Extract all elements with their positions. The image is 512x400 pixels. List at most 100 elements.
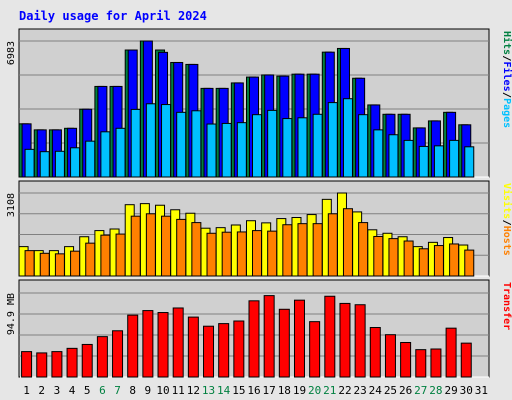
- bar-hosts-day-23: [358, 222, 369, 277]
- x-tick-day-28: 28: [429, 384, 442, 397]
- bar-pages-day-15: [236, 122, 247, 178]
- x-tick-day-18: 18: [278, 384, 291, 397]
- bar-transfer-day-6: [96, 336, 108, 378]
- x-tick-day-12: 12: [187, 384, 200, 397]
- bar-hosts-day-24: [373, 235, 384, 277]
- bar-hosts-day-13: [206, 232, 217, 277]
- x-tick-day-26: 26: [399, 384, 412, 397]
- bar-transfer-day-9: [142, 310, 154, 378]
- bar-pages-day-29: [449, 139, 460, 178]
- bar-transfer-day-18: [278, 308, 290, 378]
- bar-pages-day-12: [191, 110, 202, 178]
- bar-transfer-day-17: [263, 295, 275, 378]
- x-tick-day-25: 25: [384, 384, 397, 397]
- panel-visits-hosts-legend-0: Visits: [501, 183, 512, 219]
- bar-hosts-day-29: [449, 243, 460, 277]
- bar-transfer-day-19: [293, 299, 305, 378]
- panel-visits-hosts-ymax-label: 3108: [6, 193, 17, 217]
- bar-hosts-day-20: [312, 223, 323, 277]
- bar-hosts-day-7: [115, 233, 126, 277]
- bar-hosts-day-26: [403, 240, 414, 277]
- x-tick-day-4: 4: [69, 384, 76, 397]
- bar-hosts-day-3: [54, 253, 65, 277]
- bar-transfer-day-8: [127, 314, 139, 378]
- bar-hosts-day-19: [297, 223, 308, 277]
- bar-hosts-day-9: [145, 213, 156, 277]
- bar-pages-day-11: [176, 111, 187, 178]
- bar-hosts-day-8: [130, 215, 141, 277]
- x-tick-day-2: 2: [38, 384, 45, 397]
- bar-hosts-day-28: [433, 245, 444, 277]
- x-tick-day-21: 21: [323, 384, 336, 397]
- bar-transfer-day-3: [51, 351, 63, 378]
- bar-hosts-day-30: [464, 249, 475, 277]
- bar-pages-day-19: [297, 117, 308, 178]
- bar-pages-day-2: [39, 151, 50, 178]
- bar-transfer-day-21: [324, 295, 336, 378]
- bar-transfer-day-1: [21, 351, 33, 378]
- x-tick-day-17: 17: [263, 384, 276, 397]
- bar-pages-day-22: [342, 98, 353, 178]
- panel-transfer-ymax-label: 94.9 MB: [6, 293, 17, 335]
- panel-visits-hosts-legend-2: Hosts: [501, 226, 512, 256]
- panel-hits-files-pages-legend-3: /: [501, 92, 512, 98]
- bar-pages-day-8: [130, 108, 141, 178]
- x-tick-day-1: 1: [23, 384, 30, 397]
- bar-hosts-day-25: [388, 238, 399, 277]
- x-tick-day-31: 31: [475, 384, 488, 397]
- bar-hosts-day-15: [236, 231, 247, 277]
- bar-pages-day-6: [100, 131, 111, 178]
- bar-hosts-day-12: [191, 222, 202, 277]
- x-tick-day-14: 14: [217, 384, 231, 397]
- bar-hosts-day-11: [176, 218, 187, 277]
- panel-hits-files-pages-legend-2: Files: [501, 62, 512, 92]
- panel-transfer-legend-0: Transfer: [501, 282, 512, 330]
- bar-pages-day-27: [418, 145, 429, 178]
- bar-hosts-day-14: [221, 231, 232, 277]
- x-tick-day-6: 6: [99, 384, 106, 397]
- bar-pages-day-18: [282, 118, 293, 178]
- bar-pages-day-14: [221, 122, 232, 178]
- x-tick-day-10: 10: [156, 384, 169, 397]
- bar-transfer-day-10: [157, 312, 169, 378]
- bar-transfer-day-13: [203, 325, 215, 378]
- panel-visits-hosts-legend-1: /: [501, 220, 512, 226]
- x-tick-day-9: 9: [145, 384, 152, 397]
- bar-transfer-day-29: [445, 327, 457, 378]
- bar-pages-day-23: [358, 114, 369, 178]
- bar-pages-day-1: [24, 148, 35, 178]
- bar-pages-day-9: [145, 103, 156, 178]
- bar-transfer-day-16: [248, 300, 260, 378]
- panel-hits-files-pages-legend-0: Hits: [501, 31, 512, 55]
- bar-pages-day-7: [115, 127, 126, 178]
- bar-hosts-day-1: [24, 250, 35, 277]
- bar-hosts-day-5: [85, 242, 96, 277]
- x-tick-day-3: 3: [54, 384, 61, 397]
- bar-transfer-day-25: [384, 334, 396, 378]
- bar-pages-day-26: [403, 139, 414, 178]
- bar-pages-day-16: [252, 114, 262, 178]
- bar-pages-day-20: [312, 113, 323, 178]
- x-tick-day-15: 15: [232, 384, 245, 397]
- bar-transfer-day-22: [339, 302, 351, 378]
- x-tick-day-19: 19: [293, 384, 306, 397]
- bar-transfer-day-7: [112, 330, 124, 378]
- bar-hosts-day-22: [342, 208, 353, 277]
- bar-transfer-day-27: [415, 349, 427, 378]
- bar-pages-day-30: [464, 146, 475, 178]
- bar-transfer-day-12: [187, 316, 199, 378]
- x-tick-day-7: 7: [114, 384, 121, 397]
- bar-transfer-day-15: [233, 320, 245, 378]
- bar-pages-day-4: [70, 147, 81, 178]
- x-tick-day-11: 11: [172, 384, 185, 397]
- x-tick-day-24: 24: [369, 384, 383, 397]
- bar-hosts-day-6: [100, 234, 111, 277]
- bar-hosts-day-10: [161, 215, 172, 277]
- bar-pages-day-21: [327, 102, 338, 178]
- x-tick-day-16: 16: [247, 384, 260, 397]
- x-tick-day-20: 20: [308, 384, 321, 397]
- x-tick-day-27: 27: [414, 384, 427, 397]
- bar-pages-day-24: [373, 129, 384, 178]
- x-tick-day-30: 30: [460, 384, 473, 397]
